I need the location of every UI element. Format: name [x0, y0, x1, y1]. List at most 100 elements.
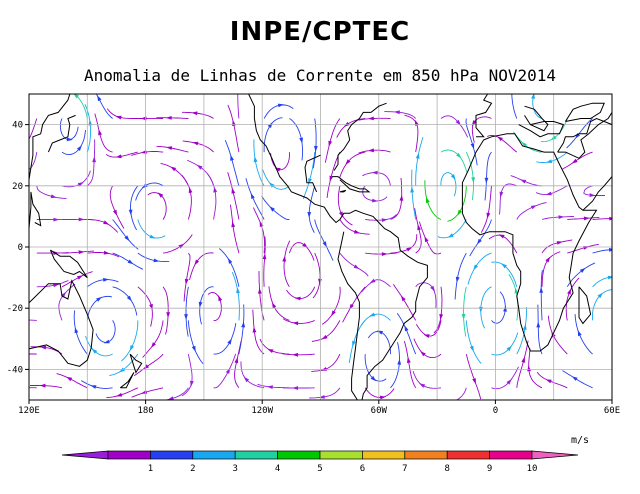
- streamline-arrow: [545, 191, 552, 196]
- streamline-arrow: [91, 348, 98, 354]
- streamline: [358, 149, 391, 154]
- streamline-arrow: [399, 194, 404, 201]
- streamline: [106, 387, 138, 398]
- streamline: [36, 279, 69, 288]
- streamline-arrow: [141, 390, 148, 394]
- streamlines-layer: [14, 87, 612, 400]
- streamline-arrow: [472, 378, 476, 385]
- streamline-arrow: [143, 364, 149, 370]
- streamline: [491, 291, 506, 324]
- streamline-arrow: [267, 349, 274, 353]
- streamline-arrow: [14, 318, 20, 322]
- streamline-arrow: [522, 324, 527, 330]
- colorbar-label: 8: [444, 464, 449, 474]
- streamline-arrow: [575, 133, 581, 139]
- streamline: [199, 286, 214, 325]
- streamline-arrow: [423, 334, 430, 338]
- streamline-arrow: [321, 334, 328, 340]
- streamline-arrow: [527, 365, 531, 372]
- streamline-arrow: [269, 206, 275, 212]
- colorbar-label: 1: [148, 464, 153, 474]
- coastline: [564, 102, 605, 122]
- streamline-arrow: [299, 137, 303, 144]
- streamline: [396, 313, 417, 355]
- streamline-arrow: [166, 146, 173, 150]
- streamline: [339, 252, 369, 277]
- streamline-arrow: [461, 314, 466, 320]
- streamline-arrow: [506, 379, 512, 385]
- latitude-labels: 40 20 0 -20 -40: [7, 121, 29, 375]
- streamline: [85, 335, 113, 357]
- streamline: [541, 251, 561, 287]
- streamline-arrow: [567, 288, 571, 295]
- streamline-arrow: [426, 197, 430, 204]
- streamline-arrow: [455, 276, 460, 283]
- streamline: [234, 341, 242, 389]
- streamline: [541, 215, 575, 220]
- streamline: [112, 286, 138, 316]
- streamline-arrow: [484, 177, 489, 184]
- streamline-arrow: [571, 158, 578, 164]
- streamline-arrow: [609, 216, 612, 221]
- streamline-arrow: [539, 287, 544, 293]
- streamline: [61, 271, 93, 288]
- streamline-arrow: [510, 87, 514, 93]
- streamline: [384, 111, 417, 119]
- streamline-arrow: [419, 383, 426, 388]
- streamline: [131, 387, 164, 398]
- streamline-arrow: [371, 170, 378, 175]
- streamline-arrow: [98, 129, 102, 136]
- streamline-arrow: [579, 267, 586, 273]
- streamline-arrow: [424, 236, 429, 243]
- streamline: [133, 353, 164, 377]
- streamline: [360, 313, 391, 326]
- streamline-arrow: [140, 116, 147, 121]
- streamline-arrow: [469, 345, 474, 352]
- streamline-arrow: [499, 191, 504, 198]
- streamline: [213, 353, 237, 389]
- streamline: [268, 286, 290, 321]
- streamline: [362, 172, 391, 186]
- streamline: [471, 116, 492, 143]
- streamline-arrow: [267, 122, 273, 128]
- streamline-arrow: [282, 255, 287, 262]
- streamline-arrow: [73, 94, 79, 99]
- streamline: [480, 185, 492, 233]
- lat-label: 0: [18, 243, 23, 253]
- streamline: [240, 361, 265, 389]
- streamline: [467, 252, 492, 285]
- streamline-arrow: [77, 182, 84, 187]
- colorbar-unit: m/s: [571, 435, 589, 446]
- streamline-arrow: [194, 259, 200, 266]
- streamline: [510, 175, 543, 187]
- streamline: [342, 286, 366, 323]
- coastline: [518, 121, 565, 138]
- streamline-arrow: [149, 234, 156, 239]
- streamline: [56, 373, 88, 389]
- streamline: [393, 284, 417, 321]
- streamline-arrow: [40, 345, 47, 350]
- streamline: [253, 139, 265, 187]
- streamline-arrow: [218, 295, 223, 302]
- streamline: [308, 185, 316, 233]
- streamline: [252, 309, 265, 355]
- streamline-arrow: [406, 357, 411, 363]
- streamline-arrow: [381, 218, 388, 222]
- lat-label: -20: [7, 304, 23, 314]
- streamline-arrow: [167, 396, 174, 400]
- streamline: [415, 282, 437, 309]
- streamline-arrow: [545, 256, 551, 263]
- streamline: [72, 94, 88, 119]
- streamline: [163, 234, 193, 254]
- streamline: [80, 380, 113, 389]
- streamline: [86, 295, 112, 321]
- colorbar-label: 10: [527, 464, 538, 474]
- streamline-arrow: [370, 375, 377, 382]
- streamline-arrow: [96, 296, 102, 302]
- colorbar-high-arrow: [531, 450, 579, 460]
- streamline: [413, 338, 442, 359]
- colorbar-low-arrow: [61, 450, 109, 460]
- streamline-arrow: [252, 326, 257, 333]
- streamline-arrow: [113, 209, 118, 216]
- streamline: [181, 354, 193, 397]
